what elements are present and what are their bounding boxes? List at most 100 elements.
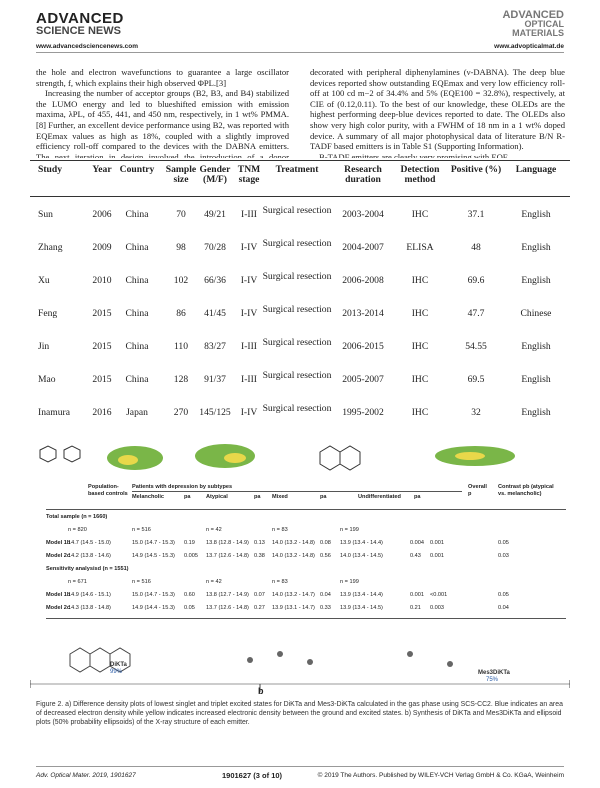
footer-page: 1901627 (3 of 10): [222, 771, 283, 780]
table-cell: 13.7 (12.6 - 14.8): [206, 553, 249, 559]
paragraph: decorated with peripheral diphenylamines…: [310, 67, 565, 152]
table-cell: 49/21: [204, 209, 226, 220]
table-cell: 2010: [92, 275, 112, 286]
count-cell: n = 42: [206, 579, 222, 585]
table-cell: 0.38: [254, 553, 265, 559]
compound-yield: 99%: [110, 669, 123, 675]
table-cell: 0.001: [430, 553, 444, 559]
table-cell: Jin: [38, 341, 50, 352]
table-cell: 14.9 (14.6 - 15.1): [68, 592, 111, 598]
table-cell: 91/37: [204, 374, 226, 385]
table-cell: English: [521, 209, 551, 220]
table-cell: 2013-2014: [342, 308, 384, 319]
column-subheader: Melancholic: [132, 494, 165, 500]
url-left: www.advancedsciencenews.com: [36, 43, 138, 50]
table-cell: 47.7: [467, 308, 485, 319]
column-header: Country: [119, 164, 155, 175]
table-cell: 14.9 (14.4 - 15.3): [132, 605, 175, 611]
table-cell: IHC: [411, 275, 429, 286]
count-cell: n = 671: [68, 579, 87, 585]
count-cell: n = 83: [272, 579, 288, 585]
compound-label: DiKTa: [110, 662, 127, 668]
table-cell: 2015: [92, 308, 112, 319]
table-cell: 37.1: [467, 209, 485, 220]
table-cell: 0.005: [184, 553, 198, 559]
table-cell: 2015: [92, 374, 112, 385]
column-subheader: Atypical: [206, 494, 228, 500]
table-cell: China: [125, 209, 149, 220]
table-cell: 13.8 (12.8 - 14.9): [206, 540, 249, 546]
paragraph: the hole and electron wavefunctions to g…: [36, 67, 289, 88]
table-cell: Zhang: [38, 242, 63, 253]
table-cell: Surgical resection: [262, 205, 332, 216]
url-right: www.advopticalmat.de: [494, 43, 564, 50]
table-cell: I-III: [241, 341, 257, 352]
table-cell: 70: [176, 209, 186, 220]
table-cell: Surgical resection: [262, 238, 332, 249]
table-rule: [30, 160, 570, 161]
text-column-left: the hole and electron wavefunctions to g…: [36, 67, 289, 165]
column-header: TNM stage: [237, 164, 261, 185]
panel-label: b: [258, 686, 264, 696]
table-cell: 0.05: [498, 540, 509, 546]
table-cell: 83/27: [204, 341, 226, 352]
table-cell: Japan: [126, 407, 148, 418]
column-header: Detection method: [400, 164, 440, 185]
table-cell: Chinese: [520, 308, 552, 319]
table-cell: Inamura: [38, 407, 70, 418]
table-cell: 0.03: [498, 553, 509, 559]
table-rule: [132, 491, 462, 492]
count-cell: n = 516: [132, 579, 151, 585]
table-cell: 13.9 (13.4 - 14.4): [340, 540, 383, 546]
table-cell: 15.0 (14.7 - 15.3): [132, 540, 175, 546]
footer-journal: Adv. Optical Mater. 2019, 1901627: [36, 772, 136, 779]
section-title: Total sample (n = 1660): [46, 514, 108, 520]
table-cell: I-IV: [240, 308, 258, 319]
table-cell: English: [521, 374, 551, 385]
table-cell: 32: [471, 407, 481, 418]
column-header: Sample size: [165, 164, 197, 185]
synthesis-scheme: [30, 647, 570, 692]
table-cell: 270: [173, 407, 189, 418]
table-cell: 0.13: [254, 540, 265, 546]
table-cell: 2003-2004: [342, 209, 384, 220]
brand-left-sub: SCIENCE NEWS: [36, 25, 121, 37]
table-cell: 0.001: [410, 592, 424, 598]
compound-label: Mes3DiKTa: [478, 670, 510, 676]
table-cell: 0.04: [320, 592, 331, 598]
table-cell: I-III: [241, 374, 257, 385]
table-cell: 15.0 (14.7 - 15.3): [132, 592, 175, 598]
group-header: Patients with depression by subtypes: [132, 484, 233, 490]
table-cell: 69.5: [467, 374, 485, 385]
table-cell: China: [125, 374, 149, 385]
column-header: Treatment: [275, 164, 319, 175]
table-cell: China: [125, 341, 149, 352]
count-cell: n = 199: [340, 527, 359, 533]
table-cell: I-IV: [240, 407, 258, 418]
table-cell: IHC: [411, 308, 429, 319]
table-cell: English: [521, 407, 551, 418]
table-cell: 14.0 (13.4 - 14.5): [340, 553, 383, 559]
table-cell: Sun: [38, 209, 53, 220]
table-cell: 14.9 (14.5 - 15.3): [132, 553, 175, 559]
table-cell: 13.9 (13.4 - 14.4): [340, 592, 383, 598]
table-cell: 2016: [92, 407, 112, 418]
table-cell: English: [521, 275, 551, 286]
table-cell: Surgical resection: [262, 337, 332, 348]
table-cell: English: [521, 242, 551, 253]
table-cell: I-IV: [240, 242, 258, 253]
population-table: Population-based controls Patients with d…: [46, 480, 566, 640]
table-cell: 2005-2007: [342, 374, 384, 385]
header-rule: [36, 52, 564, 53]
table-cell: 0.33: [320, 605, 331, 611]
table-cell: 0.60: [184, 592, 195, 598]
table-cell: Surgical resection: [262, 403, 332, 414]
table-cell: 0.27: [254, 605, 265, 611]
table-cell: 48: [471, 242, 481, 253]
brand-right-sub: OPTICAL MATERIALS: [512, 19, 564, 38]
table-cell: Surgical resection: [262, 271, 332, 282]
table-cell: 145/125: [199, 407, 231, 418]
table-cell: Mao: [38, 374, 56, 385]
column-header: Research duration: [344, 164, 382, 185]
